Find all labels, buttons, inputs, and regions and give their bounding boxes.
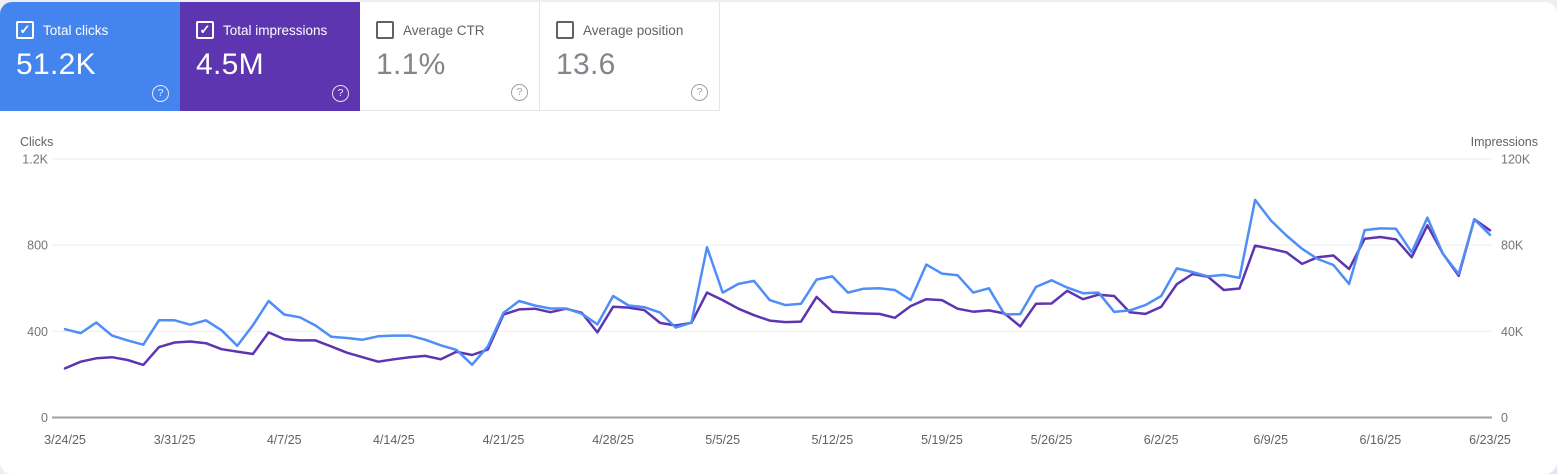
y-axis-tick-right: 0 xyxy=(1501,411,1508,425)
x-axis-tick: 4/28/25 xyxy=(592,433,634,447)
x-axis-tick: 3/24/25 xyxy=(44,433,86,447)
x-axis-tick: 4/7/25 xyxy=(267,433,302,447)
checkbox-icon[interactable]: ✓ xyxy=(16,21,34,39)
x-axis-tick: 6/2/25 xyxy=(1144,433,1179,447)
help-icon[interactable]: ? xyxy=(332,85,349,102)
metric-value: 4.5M xyxy=(196,48,264,81)
checkbox-icon[interactable]: ✓ xyxy=(196,21,214,39)
checkbox-icon[interactable] xyxy=(376,21,394,39)
x-axis-tick: 6/9/25 xyxy=(1253,433,1288,447)
x-axis-tick: 5/5/25 xyxy=(705,433,740,447)
metric-value: 1.1% xyxy=(376,48,446,81)
metric-value: 51.2K xyxy=(16,48,96,81)
x-axis-tick: 4/14/25 xyxy=(373,433,415,447)
y-axis-tick-right: 80K xyxy=(1501,239,1524,253)
x-axis-tick: 6/23/25 xyxy=(1469,433,1511,447)
y-axis-tick-left: 0 xyxy=(41,411,48,425)
metric-card-total-clicks[interactable]: ✓ Total clicks 51.2K ? xyxy=(0,2,180,111)
metric-value: 13.6 xyxy=(556,48,616,81)
x-axis-tick: 5/19/25 xyxy=(921,433,963,447)
metric-card-average-ctr[interactable]: Average CTR 1.1% ? xyxy=(360,2,540,111)
x-axis-tick: 3/31/25 xyxy=(154,433,196,447)
metric-label: Average position xyxy=(583,22,684,38)
clicks-line xyxy=(63,198,1492,366)
checkbox-icon[interactable] xyxy=(556,21,574,39)
left-axis-title: Clicks xyxy=(20,135,53,149)
impressions-line xyxy=(63,218,1492,370)
y-axis-tick-left: 1.2K xyxy=(22,153,48,167)
metric-cards-row: ✓ Total clicks 51.2K ? ✓ Total impressio… xyxy=(0,2,1557,111)
y-axis-tick-left: 800 xyxy=(27,239,48,253)
help-icon[interactable]: ? xyxy=(691,84,708,101)
x-axis-tick: 4/21/25 xyxy=(483,433,525,447)
metric-card-average-position[interactable]: Average position 13.6 ? xyxy=(540,2,720,111)
metric-label: Total clicks xyxy=(43,22,109,38)
help-icon[interactable]: ? xyxy=(511,84,528,101)
x-axis-tick: 5/26/25 xyxy=(1031,433,1073,447)
y-axis-tick-right: 40K xyxy=(1501,325,1524,339)
y-axis-tick-right: 120K xyxy=(1501,153,1531,167)
y-axis-tick-left: 400 xyxy=(27,325,48,339)
metric-label: Average CTR xyxy=(403,22,485,38)
x-axis-tick: 5/12/25 xyxy=(811,433,853,447)
right-axis-title: Impressions xyxy=(1471,135,1538,149)
metric-card-total-impressions[interactable]: ✓ Total impressions 4.5M ? xyxy=(180,2,360,111)
metric-label: Total impressions xyxy=(223,22,328,38)
x-axis-tick: 6/16/25 xyxy=(1360,433,1402,447)
help-icon[interactable]: ? xyxy=(152,85,169,102)
